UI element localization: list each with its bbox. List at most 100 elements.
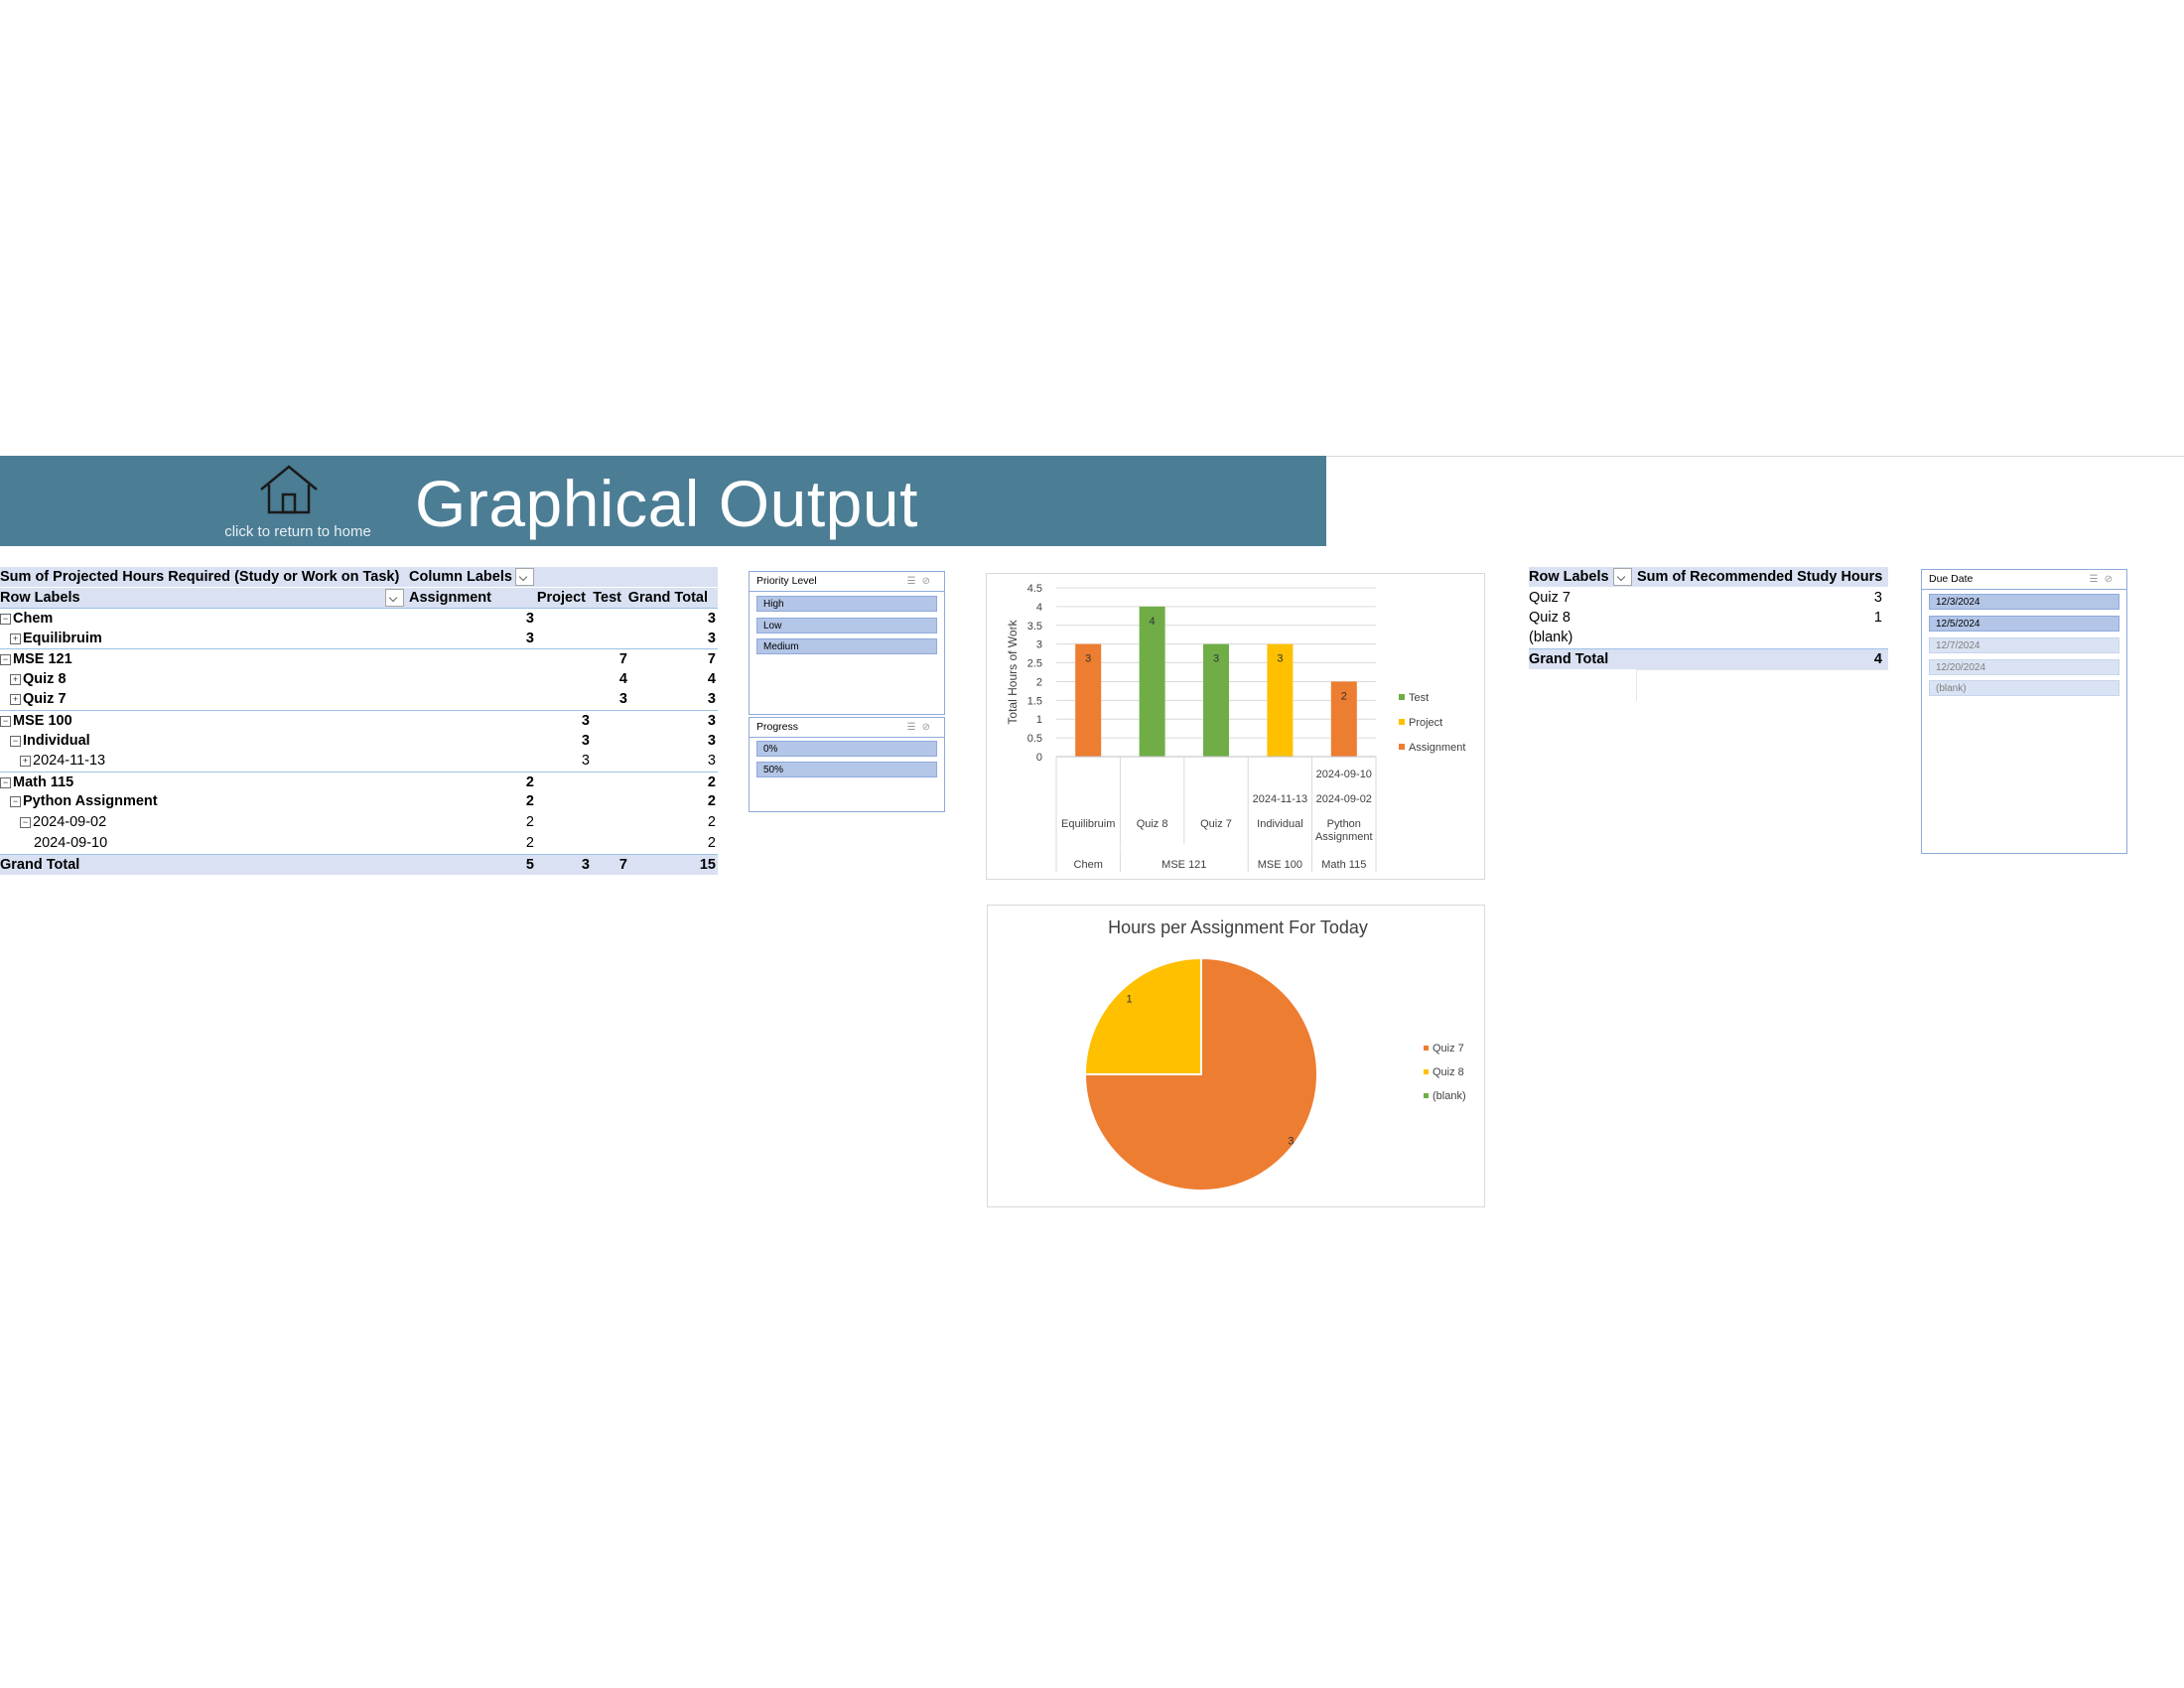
- cell-project: [536, 609, 590, 629]
- bar-test[interactable]: [1139, 606, 1165, 757]
- pie-slice[interactable]: [1083, 956, 1318, 1192]
- bar-chart-svg: 0 0.5 1 1.5 2 2.5 3 3.5 4 4.5 Total Hours of Work 3…: [1006, 583, 1465, 872]
- expand-icon[interactable]: +: [20, 756, 31, 768]
- header-banner: click to return to home Graphical Output: [0, 456, 1326, 546]
- slicer-multiselect-icon[interactable]: ☰⊘: [906, 576, 936, 587]
- hours-per-assignment-pie-chart[interactable]: Hours per Assignment For Today 3 1 Quiz 7 Qu…: [987, 905, 1485, 1207]
- slicer-item-high[interactable]: High: [756, 596, 937, 612]
- cell-test: [590, 751, 627, 771]
- legend-label: Project: [1409, 717, 1442, 729]
- y-tick-label: 2.5: [1027, 658, 1042, 670]
- cell-project: [536, 833, 590, 853]
- cell-project: 3: [581, 713, 590, 729]
- y-tick-label: 4: [1036, 602, 1042, 614]
- grand-total-value: 4: [1873, 651, 1882, 667]
- page-title: Graphical Output: [415, 467, 918, 540]
- bar-data-label: 3: [1085, 653, 1091, 665]
- row-label: MSE 100: [13, 713, 72, 729]
- due-date-slicer: Due Date ☰⊘ 12/3/2024 12/5/2024 12/7/202…: [1921, 569, 2127, 854]
- category-label: Assignment: [1315, 831, 1372, 843]
- category-label: Python: [1327, 818, 1361, 830]
- slicer-item-blank[interactable]: (blank): [1929, 680, 2119, 696]
- table-row: −2024-09-02 2 2: [0, 812, 718, 832]
- cell-assignment: 2: [525, 774, 534, 790]
- table-row: − MSE 100 3 3: [0, 710, 718, 731]
- bar-test[interactable]: [1203, 643, 1229, 757]
- pie-data-label: 1: [1127, 994, 1133, 1006]
- home-icon[interactable]: [258, 464, 320, 515]
- bar-assignment[interactable]: [1330, 681, 1357, 757]
- pie-title: Hours per Assignment For Today: [1108, 917, 1368, 937]
- home-button[interactable]: click to return to home: [218, 464, 377, 543]
- category-label: Quiz 8: [1137, 818, 1168, 830]
- cell-assignment: 3: [525, 611, 534, 627]
- slicer-multiselect-icon[interactable]: ☰⊘: [2089, 574, 2118, 585]
- row-label: Individual: [23, 732, 90, 749]
- home-caption[interactable]: click to return to home: [224, 523, 371, 540]
- row-labels-filter-button[interactable]: [1613, 568, 1632, 586]
- collapse-icon[interactable]: −: [0, 654, 11, 666]
- row-label-cell: − Math 115: [0, 773, 73, 792]
- grand-total-row: Grand Total 4: [1529, 648, 1888, 669]
- slicer-multiselect-icon[interactable]: ☰⊘: [906, 722, 936, 733]
- legend-label: Assignment: [1409, 742, 1465, 754]
- slicer-item-date[interactable]: 12/20/2024: [1929, 659, 2119, 675]
- slicer-titlebar: [1922, 570, 2126, 590]
- cell-assignment: 2: [525, 814, 534, 830]
- slicer-item-medium[interactable]: Medium: [756, 638, 937, 654]
- bar-project[interactable]: [1267, 643, 1294, 757]
- cell-total: 3: [707, 732, 716, 749]
- course-label: Math 115: [1321, 859, 1366, 871]
- pivot-value-title: Sum of Projected Hours Required (Study o…: [0, 569, 400, 585]
- hours-of-work-bar-chart[interactable]: 0 0.5 1 1.5 2 2.5 3 3.5 4 4.5 Total Hours of Work 3…: [986, 573, 1485, 880]
- cell-test: 3: [618, 691, 627, 708]
- legend-swatch: [1424, 1093, 1429, 1098]
- legend-swatch: [1399, 719, 1405, 725]
- table-row: Quiz 8 1: [1529, 608, 1888, 628]
- legend-swatch: [1399, 744, 1405, 750]
- collapse-icon[interactable]: −: [20, 817, 31, 828]
- collapse-icon[interactable]: −: [10, 735, 21, 747]
- row-label: Quiz 8: [1529, 610, 1570, 626]
- slicer-item-date[interactable]: 12/5/2024: [1929, 616, 2119, 632]
- slicer-titlebar: [750, 572, 944, 592]
- row-labels-filter-button[interactable]: [385, 589, 404, 607]
- cell-total: 3: [707, 611, 716, 627]
- collapse-icon[interactable]: −: [10, 796, 21, 808]
- row-label: Quiz 7: [23, 691, 67, 708]
- cell-total: 3: [707, 753, 716, 770]
- cell-test: [590, 609, 627, 629]
- priority-level-slicer: Priority Level ☰⊘ High Low Medium: [749, 571, 945, 715]
- y-tick-label: 3: [1036, 639, 1042, 651]
- cell-test: [590, 711, 627, 731]
- expand-icon[interactable]: +: [10, 633, 21, 644]
- pie-slice[interactable]: [1083, 956, 1202, 1075]
- expand-icon[interactable]: +: [10, 673, 21, 685]
- category-label: Quiz 7: [1200, 818, 1232, 830]
- slicer-title: Priority Level: [756, 575, 817, 587]
- table-row: − MSE 121 7 7: [0, 648, 718, 669]
- collapse-icon[interactable]: −: [0, 776, 11, 788]
- expand-icon[interactable]: +: [10, 694, 21, 706]
- slicer-item-50-percent[interactable]: 50%: [756, 762, 937, 777]
- row-label: Math 115: [13, 774, 74, 790]
- slicer-item-low[interactable]: Low: [756, 618, 937, 633]
- cell-assignment: 2: [525, 834, 534, 851]
- slicer-item-date[interactable]: 12/3/2024: [1929, 594, 2119, 610]
- grand-total-label: Grand Total: [0, 857, 80, 873]
- row-label-cell: + Quiz 7: [10, 689, 67, 709]
- course-label: Chem: [1074, 859, 1103, 871]
- slicer-item-date[interactable]: 12/7/2024: [1929, 637, 2119, 653]
- collapse-icon[interactable]: −: [0, 716, 11, 727]
- row-label: 2024-11-13: [33, 753, 106, 770]
- grand-total-label: Grand Total: [1529, 651, 1609, 667]
- table-row: + Quiz 7 3 3: [0, 689, 718, 709]
- legend-label: Test: [1409, 692, 1429, 704]
- collapse-icon[interactable]: −: [0, 614, 11, 625]
- slicer-item-0-percent[interactable]: 0%: [756, 741, 937, 757]
- row-label: MSE 121: [13, 651, 72, 668]
- col-header-project: Project: [536, 590, 586, 606]
- bar-assignment[interactable]: [1075, 643, 1102, 757]
- column-labels-filter-button[interactable]: [515, 568, 534, 586]
- legend-label: (blank): [1433, 1090, 1466, 1102]
